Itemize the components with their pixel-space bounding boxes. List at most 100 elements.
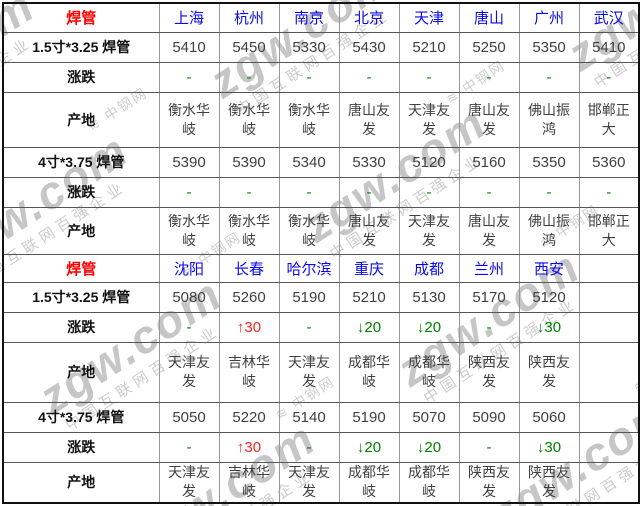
city-header: 广州: [518, 2, 580, 33]
origin-cell: 陕西友发: [518, 461, 580, 504]
price-cell: 5170: [458, 281, 520, 313]
price-cell: 5120: [398, 146, 460, 178]
price-cell: 5260: [218, 281, 280, 313]
change-cell: -: [398, 61, 460, 93]
city-header: 天津: [398, 2, 460, 33]
change-cell: -: [458, 176, 520, 208]
change-cell: -: [578, 176, 640, 208]
price-cell: 5120: [518, 281, 580, 313]
origin-cell: 吉林华岐: [218, 461, 280, 504]
price-cell: [578, 401, 640, 433]
price-cell: 5080: [158, 281, 220, 313]
origin-cell: 邯郸正大: [578, 91, 640, 148]
price-cell: 5430: [338, 31, 400, 63]
row-label: 涨跌: [2, 61, 160, 93]
price-cell: 5390: [218, 146, 280, 178]
price-cell: 5050: [158, 401, 220, 433]
origin-cell: 成都华岐: [338, 341, 400, 403]
row-label: 产地: [2, 206, 160, 255]
origin-row: 产地 天津友发 吉林华岐 天津友发 成都华岐 成都华岐 陕西友发 陕西友发: [2, 461, 640, 504]
change-cell: ↓20: [338, 431, 400, 463]
city-header: 重庆: [338, 253, 400, 283]
price-row: 4寸*3.75 焊管 5390 5390 5340 5330 5120 5160 5350 53…: [2, 146, 640, 178]
origin-cell: 天津友发: [278, 461, 340, 504]
city-header: 成都: [398, 253, 460, 283]
row-label: 涨跌: [2, 311, 160, 343]
origin-cell: 唐山友发: [458, 91, 520, 148]
change-cell: -: [278, 176, 340, 208]
origin-cell: 成都华岐: [338, 461, 400, 504]
change-cell: -: [578, 61, 640, 93]
origin-cell: 吉林华岐: [218, 341, 280, 403]
change-cell: -: [218, 61, 280, 93]
origin-row: 产地 天津友发 吉林华岐 天津友发 成都华岐 成都华岐 陕西友发 陕西友发: [2, 341, 640, 403]
origin-cell: 佛山振鸿: [518, 91, 580, 148]
city-header: 武汉: [578, 2, 640, 33]
price-cell: 5410: [578, 31, 640, 63]
change-cell: -: [458, 431, 520, 463]
price-cell: 5060: [518, 401, 580, 433]
city-header: 沈阳: [158, 253, 220, 283]
row-label: 产地: [2, 341, 160, 403]
section-header-row: 焊管 沈阳 长春 哈尔滨 重庆 成都 兰州 西安: [2, 253, 640, 283]
change-cell: -: [278, 431, 340, 463]
price-cell: 5390: [158, 146, 220, 178]
origin-cell: 衡水华岐: [158, 91, 220, 148]
price-cell: 5140: [278, 401, 340, 433]
origin-cell: 陕西友发: [458, 341, 520, 403]
change-cell: -: [338, 61, 400, 93]
city-header: 上海: [158, 2, 220, 33]
origin-cell: 成都华岐: [398, 461, 460, 504]
price-row: 1.5寸*3.25 焊管 5080 5260 5190 5210 5130 5170 5120: [2, 281, 640, 313]
origin-cell: 衡水华岐: [218, 91, 280, 148]
row-label: 4寸*3.75 焊管: [2, 401, 160, 433]
origin-cell: 成都华岐: [398, 341, 460, 403]
origin-cell: 衡水华岐: [158, 206, 220, 255]
product-label: 焊管: [2, 2, 160, 33]
origin-cell: [578, 341, 640, 403]
city-header: 南京: [278, 2, 340, 33]
origin-cell: 唐山友发: [338, 91, 400, 148]
change-cell: [578, 311, 640, 343]
city-header: 长春: [218, 253, 280, 283]
origin-cell: 佛山振鸿: [518, 206, 580, 255]
row-label: 涨跌: [2, 431, 160, 463]
origin-cell: 天津友发: [398, 206, 460, 255]
change-cell: ↓30: [518, 311, 580, 343]
change-cell: -: [278, 311, 340, 343]
change-cell: ↓20: [398, 311, 460, 343]
city-header: 西安: [518, 253, 580, 283]
price-cell: [578, 281, 640, 313]
change-cell: ↓20: [338, 311, 400, 343]
origin-row: 产地 衡水华岐 衡水华岐 衡水华岐 唐山友发 天津友发 唐山友发 佛山振鸿 邯郸正大: [2, 91, 640, 148]
section-header-row: 焊管 上海 杭州 南京 北京 天津 唐山 广州 武汉: [2, 2, 640, 33]
origin-cell: 衡水华岐: [278, 206, 340, 255]
origin-cell: 天津友发: [158, 341, 220, 403]
row-label: 涨跌: [2, 176, 160, 208]
row-label: 产地: [2, 91, 160, 148]
row-label: 1.5寸*3.25 焊管: [2, 31, 160, 63]
origin-cell: 天津友发: [398, 91, 460, 148]
city-header: 兰州: [458, 253, 520, 283]
price-cell: 5190: [338, 401, 400, 433]
city-header: 杭州: [218, 2, 280, 33]
price-cell: 5130: [398, 281, 460, 313]
origin-cell: 唐山友发: [338, 206, 400, 255]
price-cell: 5250: [458, 31, 520, 63]
product-label: 焊管: [2, 253, 160, 283]
change-cell: ↓30: [518, 431, 580, 463]
origin-cell: 衡水华岐: [278, 91, 340, 148]
price-cell: 5070: [398, 401, 460, 433]
change-row: 涨跌 - - - - - - - -: [2, 176, 640, 208]
change-cell: -: [158, 311, 220, 343]
origin-cell: 天津友发: [278, 341, 340, 403]
price-cell: 5190: [278, 281, 340, 313]
change-cell: -: [218, 176, 280, 208]
row-label: 产地: [2, 461, 160, 504]
city-header: 北京: [338, 2, 400, 33]
change-cell: -: [398, 176, 460, 208]
change-row: 涨跌 - ↑30- ↓20 ↓20- ↓30: [2, 431, 640, 463]
change-cell: -: [518, 176, 580, 208]
